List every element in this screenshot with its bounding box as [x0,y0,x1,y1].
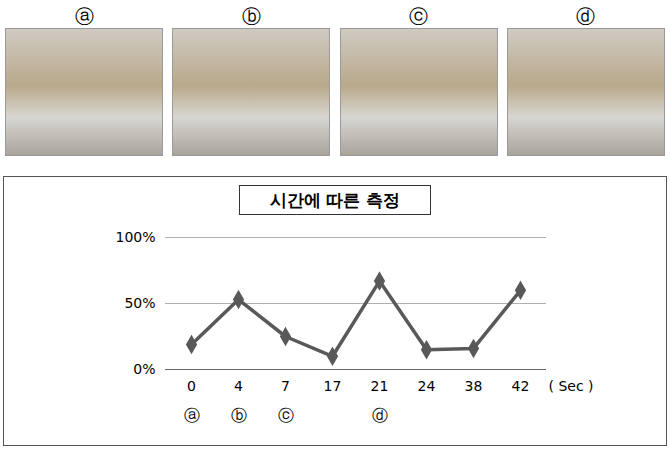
svg-text:42: 42 [512,378,530,394]
svg-text:0%: 0% [133,361,155,377]
svg-text:7: 7 [281,378,290,394]
svg-text:ⓒ: ⓒ [278,406,294,425]
svg-text:ⓓ: ⓓ [372,406,388,425]
svg-text:4: 4 [234,378,243,394]
html-text:시간에 따른 측정: 시간에 따른 측정 [269,190,401,210]
svg-text:17: 17 [324,378,342,394]
svg-text:ⓐ: ⓐ [184,406,200,425]
svg-text:21: 21 [371,378,389,394]
svg-text:0: 0 [187,378,196,394]
svg-text:( Sec ): ( Sec ) [549,378,594,394]
svg-text:50%: 50% [124,295,155,311]
svg-text:38: 38 [465,378,483,394]
svg-text:100%: 100% [115,229,155,245]
svg-text:ⓑ: ⓑ [231,406,247,425]
svg-text:24: 24 [418,378,436,394]
